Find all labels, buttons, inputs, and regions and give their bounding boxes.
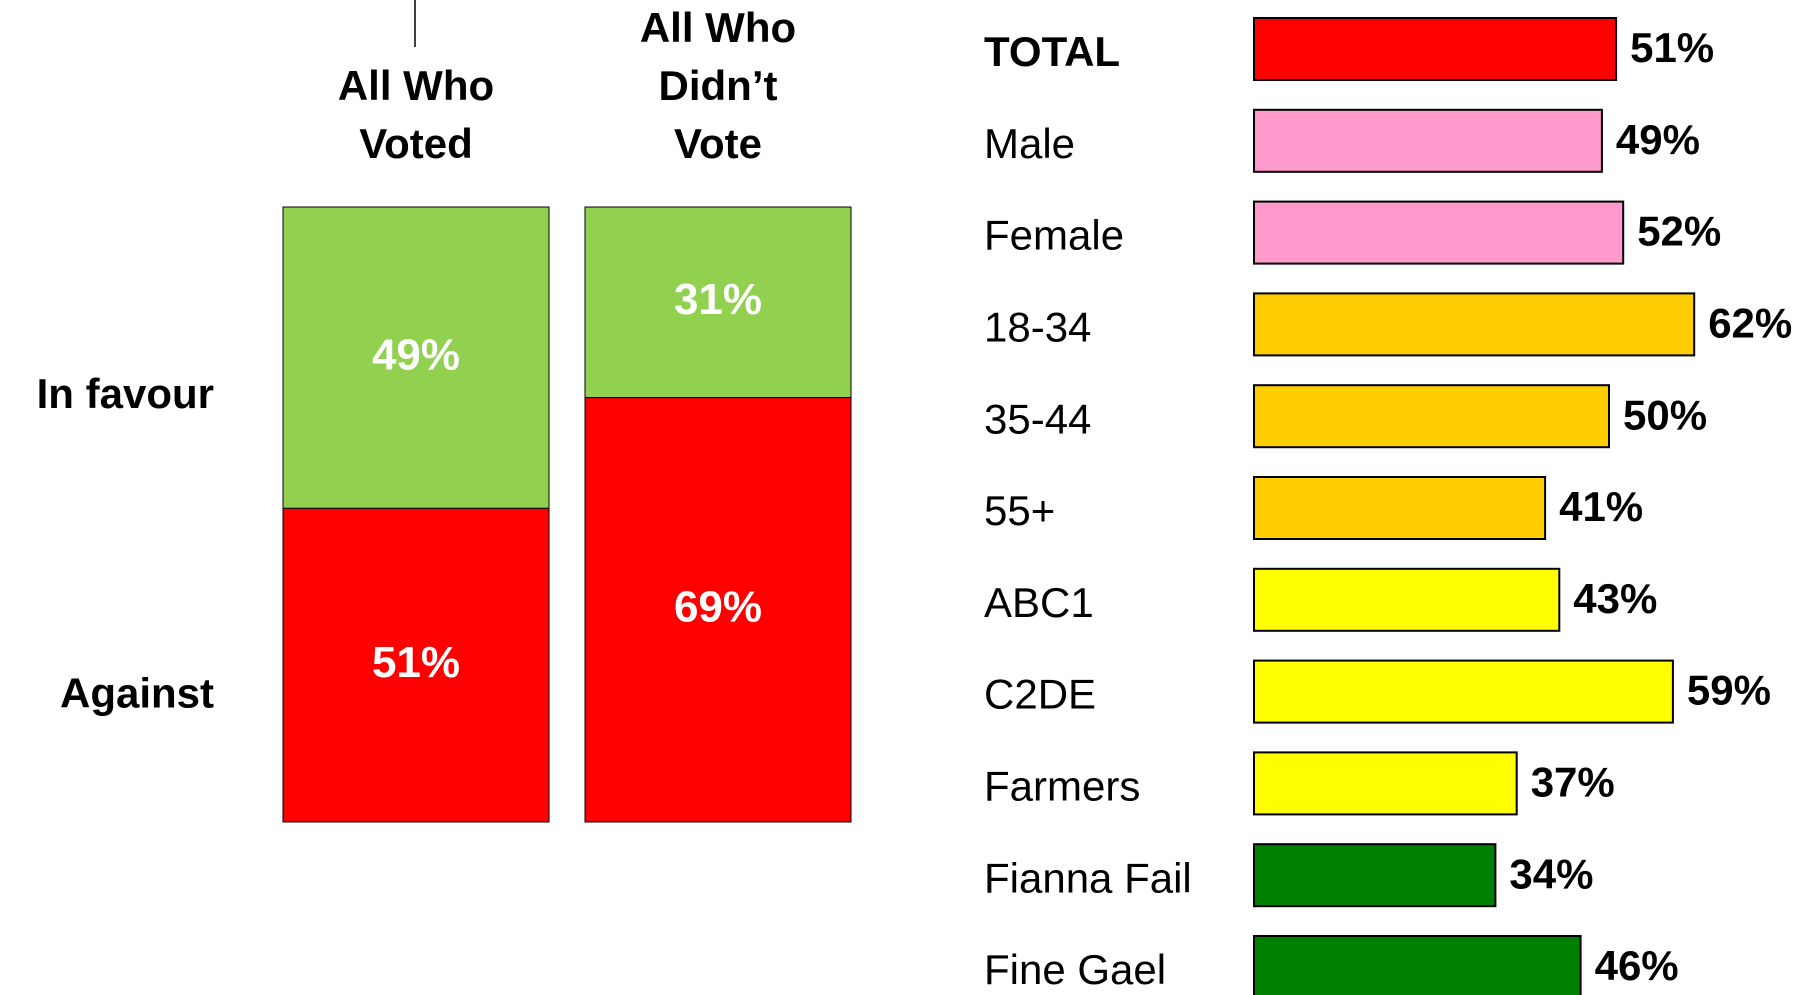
- category-label: Male: [984, 120, 1075, 167]
- category-label: 18-34: [984, 303, 1091, 350]
- value-label: 52%: [1637, 208, 1721, 255]
- legend-label: In favour: [37, 370, 214, 417]
- value-label: 31%: [674, 275, 762, 324]
- value-label: 59%: [1687, 667, 1771, 714]
- bar: [1253, 292, 1696, 357]
- value-label: 46%: [1595, 942, 1679, 989]
- value-label: 50%: [1623, 391, 1707, 438]
- value-label: 62%: [1708, 299, 1792, 346]
- bar: [1253, 843, 1497, 908]
- category-label: ABC1: [984, 579, 1094, 626]
- bar: [1253, 384, 1610, 449]
- category-label: Farmers: [984, 762, 1140, 809]
- value-label: 37%: [1531, 758, 1615, 805]
- bar: [1253, 17, 1618, 81]
- value-label: 51%: [1630, 24, 1714, 71]
- bar: [1253, 751, 1518, 816]
- category-label: All Who Didn’t Vote: [640, 4, 796, 167]
- category-label: 55+: [984, 487, 1055, 534]
- category-label: Female: [984, 212, 1124, 259]
- bar: [1253, 935, 1582, 995]
- bar: [1253, 108, 1603, 173]
- category-label: Fine Gael: [984, 946, 1166, 993]
- bar: [1253, 200, 1625, 265]
- category-label: C2DE: [984, 671, 1096, 718]
- category-label: TOTAL: [984, 28, 1120, 75]
- value-label: 69%: [674, 582, 762, 631]
- category-label: All Who Voted: [338, 62, 494, 167]
- bar: [1253, 659, 1674, 724]
- legend-label: Against: [60, 670, 214, 717]
- bar: [1253, 476, 1547, 540]
- bar: [1253, 567, 1561, 632]
- value-label: 49%: [372, 330, 460, 379]
- value-label: 34%: [1509, 850, 1593, 897]
- value-label: 51%: [372, 638, 460, 687]
- value-label: 41%: [1559, 483, 1643, 530]
- value-label: 49%: [1616, 116, 1700, 163]
- value-label: 43%: [1573, 575, 1657, 622]
- bar-segment: [584, 397, 852, 823]
- category-label: Fianna Fail: [984, 854, 1192, 901]
- bar-segment: [282, 507, 550, 823]
- category-label: 35-44: [984, 395, 1091, 442]
